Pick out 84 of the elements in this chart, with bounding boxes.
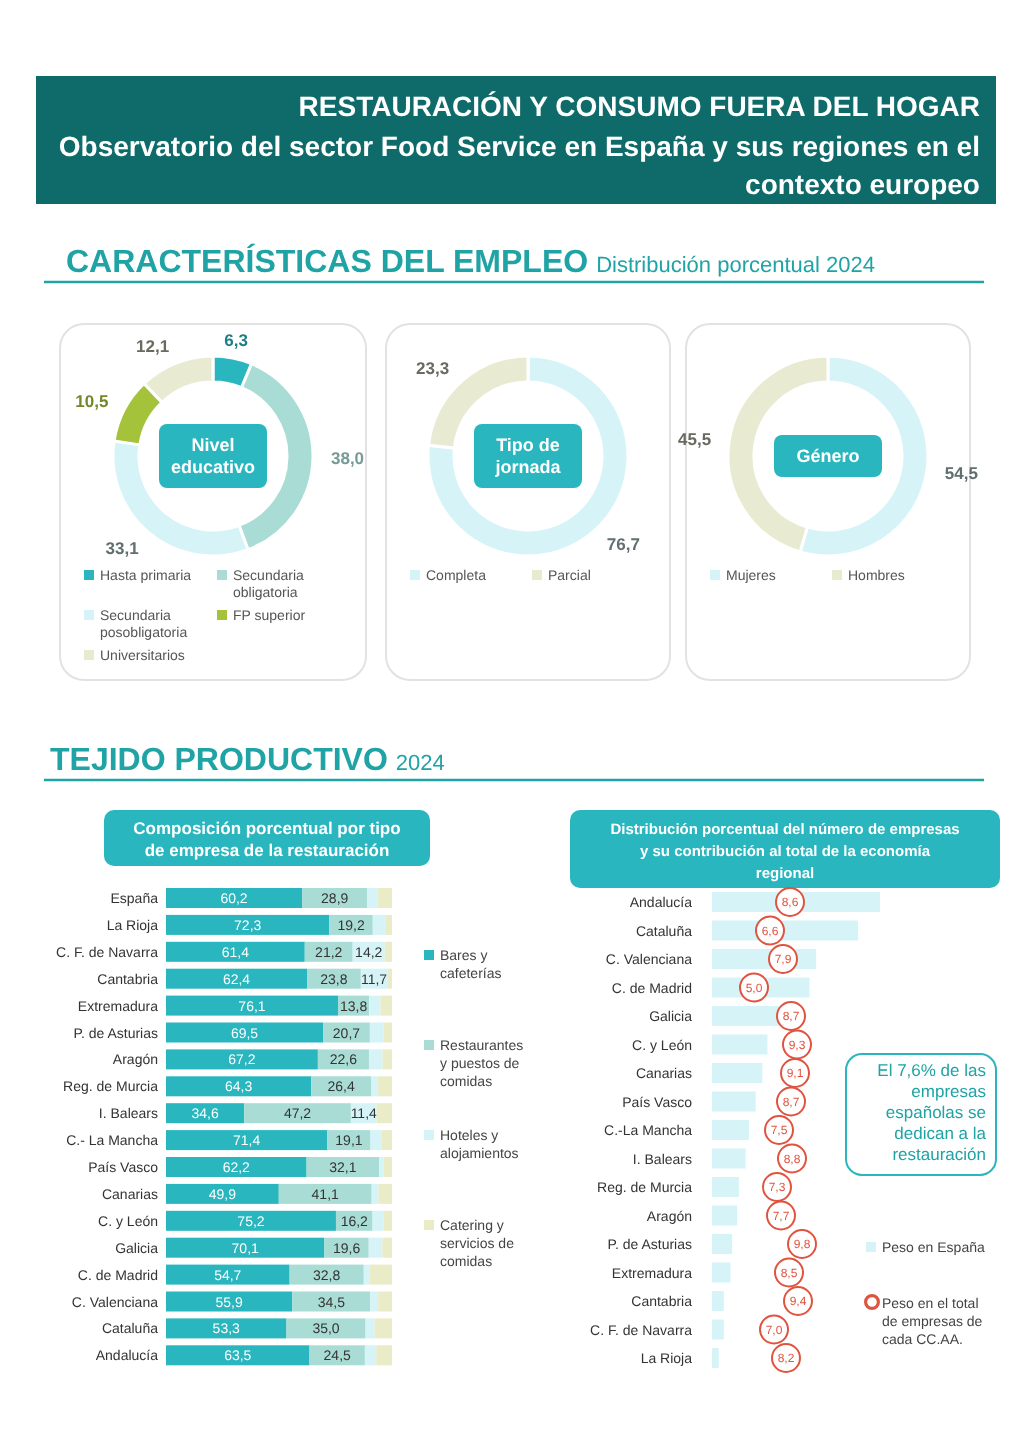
bar xyxy=(374,1318,392,1339)
text: Observatorio del sector Food Service en España y sus regiones en el contexto europeo xyxy=(58,130,980,200)
bar xyxy=(286,1318,366,1339)
text: CARACTERÍSTICAS DEL EMPLEO xyxy=(66,242,589,280)
bar xyxy=(368,1049,383,1070)
bar xyxy=(712,1063,763,1083)
bar xyxy=(712,1120,749,1140)
bar xyxy=(369,1022,384,1043)
bar xyxy=(166,1022,324,1043)
bar xyxy=(365,1318,375,1339)
bar xyxy=(377,1076,392,1097)
bar xyxy=(244,1103,351,1124)
bar xyxy=(376,1103,392,1124)
bar xyxy=(372,1210,384,1231)
bar xyxy=(370,1130,382,1151)
bar xyxy=(384,941,392,962)
bar xyxy=(376,1345,392,1366)
bar xyxy=(712,1148,746,1169)
bar xyxy=(369,1264,392,1285)
bar xyxy=(166,1237,325,1258)
bar xyxy=(166,941,305,962)
data-label: 54,5 xyxy=(944,462,979,483)
bar xyxy=(378,1291,392,1312)
bar xyxy=(166,914,330,935)
data-label: 45,5 xyxy=(678,429,712,450)
bar xyxy=(166,1157,307,1177)
data-label: 38,0 xyxy=(330,448,365,469)
bar xyxy=(306,1157,380,1177)
bar xyxy=(712,1034,768,1055)
chart-title: Composición porcentual por tipo de empresa de la restauración xyxy=(133,818,401,860)
data-label: 12,1 xyxy=(136,336,170,357)
bar xyxy=(712,1091,756,1112)
bar xyxy=(383,1022,392,1043)
bar xyxy=(370,1076,378,1097)
data-label: 23,3 xyxy=(416,358,450,379)
data-label: 76,7 xyxy=(606,533,641,554)
bar xyxy=(383,1210,392,1231)
bar xyxy=(712,1319,724,1340)
bar xyxy=(166,1076,312,1097)
bar xyxy=(278,1183,372,1204)
text: Tipo de jornada xyxy=(493,435,563,477)
text: TEJIDO PRODUCTIVO xyxy=(50,744,388,778)
bar xyxy=(712,1234,733,1254)
bar xyxy=(381,1130,392,1151)
bar xyxy=(378,1183,392,1204)
bar xyxy=(712,1262,731,1283)
bar xyxy=(166,1264,290,1285)
bar xyxy=(369,995,381,1016)
text: Género xyxy=(796,446,861,466)
bar xyxy=(712,1348,719,1368)
bar xyxy=(166,1210,336,1231)
data-label: 6,3 xyxy=(224,330,249,351)
text: RESTAURACIÓN Y CONSUMO FUERA DEL HOGAR xyxy=(298,90,980,122)
bar xyxy=(367,888,378,908)
bar xyxy=(166,1183,279,1204)
data-label: 33,1 xyxy=(105,537,140,558)
bar xyxy=(712,1205,738,1226)
bar xyxy=(166,968,308,989)
bar xyxy=(372,914,386,935)
bar xyxy=(166,1130,328,1151)
bar xyxy=(383,1157,392,1177)
bar xyxy=(380,995,392,1016)
bar xyxy=(382,1237,392,1258)
bar xyxy=(292,1291,371,1312)
text: 2024 xyxy=(395,752,445,776)
bar xyxy=(166,995,338,1016)
bar xyxy=(712,1006,780,1026)
bar xyxy=(364,1345,377,1366)
text: Distribución porcentual 2024 xyxy=(596,254,875,278)
bar xyxy=(377,888,392,908)
bar xyxy=(166,1049,318,1070)
bar xyxy=(382,1049,392,1070)
bar xyxy=(368,1237,383,1258)
data-label: 10,5 xyxy=(75,391,109,412)
bar xyxy=(166,1291,293,1312)
bar xyxy=(712,1177,739,1197)
annotation: El 7,6% de las empresas españolas se dedican a la restauración xyxy=(877,1060,987,1164)
bar xyxy=(166,1318,287,1339)
bar xyxy=(166,1345,310,1366)
bar xyxy=(385,914,392,935)
text: Nivel educativo xyxy=(170,435,257,477)
bar xyxy=(370,1291,379,1312)
bar xyxy=(166,888,303,908)
bar xyxy=(712,1291,724,1311)
